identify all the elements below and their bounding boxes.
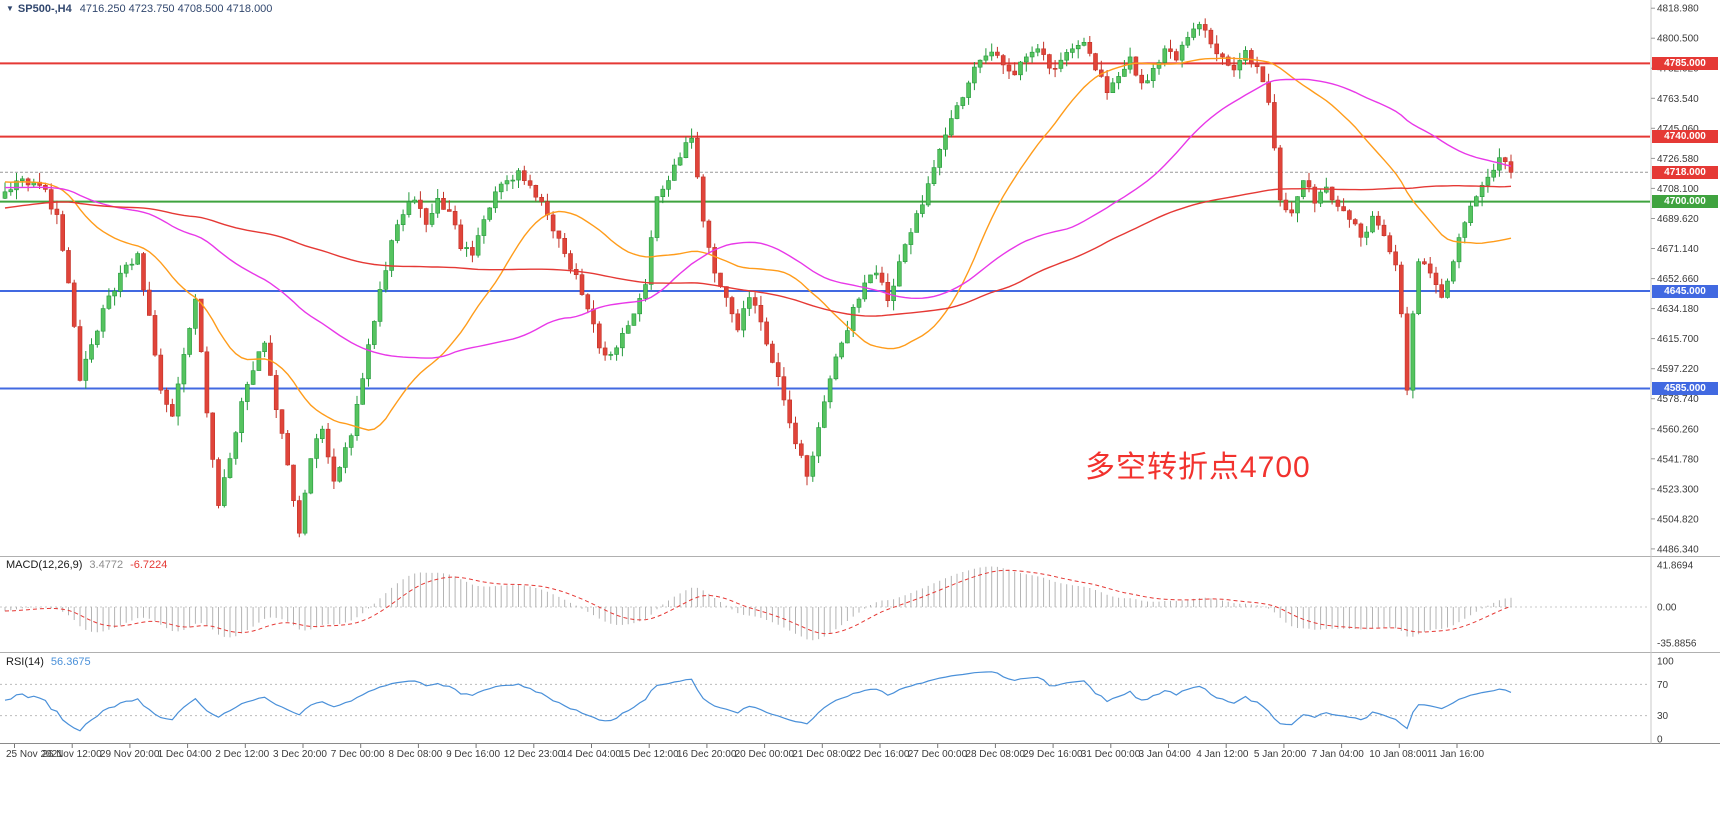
svg-text:0: 0	[1657, 735, 1663, 746]
rsi-line	[4, 671, 1512, 732]
svg-text:20 Dec 00:00: 20 Dec 00:00	[735, 749, 795, 760]
price-axis[interactable]: 4486.340 4504.820 4523.300 4541.780 4560.260…	[1651, 4, 1699, 746]
svg-text:4560.260: 4560.260	[1657, 424, 1699, 435]
level-lines[interactable]	[0, 62, 1650, 390]
svg-text:4578.740: 4578.740	[1657, 394, 1699, 405]
svg-text:4504.820: 4504.820	[1657, 514, 1699, 525]
svg-text:4745.060: 4745.060	[1657, 124, 1699, 135]
svg-text:29 Nov 20:00: 29 Nov 20:00	[100, 749, 160, 760]
svg-text:15 Dec 12:00: 15 Dec 12:00	[619, 749, 679, 760]
svg-text:4763.540: 4763.540	[1657, 94, 1699, 105]
svg-text:4 Jan 12:00: 4 Jan 12:00	[1196, 749, 1249, 760]
svg-text:3 Dec 20:00: 3 Dec 20:00	[273, 749, 327, 760]
svg-text:4597.220: 4597.220	[1657, 364, 1699, 375]
ma-lines	[4, 57, 1512, 431]
svg-text:16 Dec 20:00: 16 Dec 20:00	[677, 749, 737, 760]
svg-text:70: 70	[1657, 680, 1669, 691]
svg-text:26 Nov 12:00: 26 Nov 12:00	[42, 749, 102, 760]
candles-layer	[2, 18, 1514, 538]
svg-text:9 Dec 16:00: 9 Dec 16:00	[446, 749, 500, 760]
svg-text:4541.780: 4541.780	[1657, 454, 1699, 465]
svg-text:10 Jan 08:00: 10 Jan 08:00	[1369, 749, 1427, 760]
macd-panel	[0, 566, 1650, 641]
svg-text:4523.300: 4523.300	[1657, 484, 1699, 495]
svg-text:4634.180: 4634.180	[1657, 304, 1699, 315]
svg-text:14 Dec 04:00: 14 Dec 04:00	[562, 749, 622, 760]
svg-text:31 Dec 00:00: 31 Dec 00:00	[1081, 749, 1141, 760]
svg-text:8 Dec 08:00: 8 Dec 08:00	[388, 749, 442, 760]
svg-text:30: 30	[1657, 711, 1669, 722]
svg-text:4689.620: 4689.620	[1657, 214, 1699, 225]
svg-text:3 Jan 04:00: 3 Jan 04:00	[1139, 749, 1192, 760]
svg-text:11 Jan 16:00: 11 Jan 16:00	[1427, 749, 1485, 760]
svg-text:27 Dec 00:00: 27 Dec 00:00	[908, 749, 968, 760]
rsi-panel	[0, 671, 1650, 732]
svg-text:21 Dec 08:00: 21 Dec 08:00	[792, 749, 852, 760]
svg-text:4708.100: 4708.100	[1657, 184, 1699, 195]
panel-separators	[0, 0, 1720, 744]
svg-text:4652.660: 4652.660	[1657, 274, 1699, 285]
svg-text:100: 100	[1657, 657, 1674, 668]
svg-text:5 Jan 20:00: 5 Jan 20:00	[1254, 749, 1307, 760]
svg-text:22 Dec 16:00: 22 Dec 16:00	[850, 749, 910, 760]
svg-text:1 Dec 04:00: 1 Dec 04:00	[158, 749, 212, 760]
svg-text:12 Dec 23:00: 12 Dec 23:00	[504, 749, 564, 760]
svg-text:4615.700: 4615.700	[1657, 334, 1699, 345]
svg-text:-35.8856: -35.8856	[1657, 638, 1697, 649]
svg-text:7 Dec 00:00: 7 Dec 00:00	[331, 749, 385, 760]
svg-text:4726.580: 4726.580	[1657, 154, 1699, 165]
svg-text:4671.140: 4671.140	[1657, 244, 1699, 255]
svg-text:4782.020: 4782.020	[1657, 64, 1699, 75]
svg-text:41.8694: 41.8694	[1657, 561, 1694, 572]
svg-text:4800.500: 4800.500	[1657, 34, 1699, 45]
svg-text:29 Dec 16:00: 29 Dec 16:00	[1023, 749, 1083, 760]
svg-text:7 Jan 04:00: 7 Jan 04:00	[1312, 749, 1365, 760]
svg-text:4486.340: 4486.340	[1657, 544, 1699, 555]
svg-text:4818.980: 4818.980	[1657, 4, 1699, 15]
svg-text:2 Dec 12:00: 2 Dec 12:00	[215, 749, 269, 760]
svg-text:0.00: 0.00	[1657, 603, 1677, 614]
macd-signal-line	[4, 569, 1512, 635]
svg-text:28 Dec 08:00: 28 Dec 08:00	[965, 749, 1025, 760]
macd-histogram	[4, 566, 1512, 641]
svg-text:25 Nov 2021: 25 Nov 2021	[6, 749, 63, 760]
